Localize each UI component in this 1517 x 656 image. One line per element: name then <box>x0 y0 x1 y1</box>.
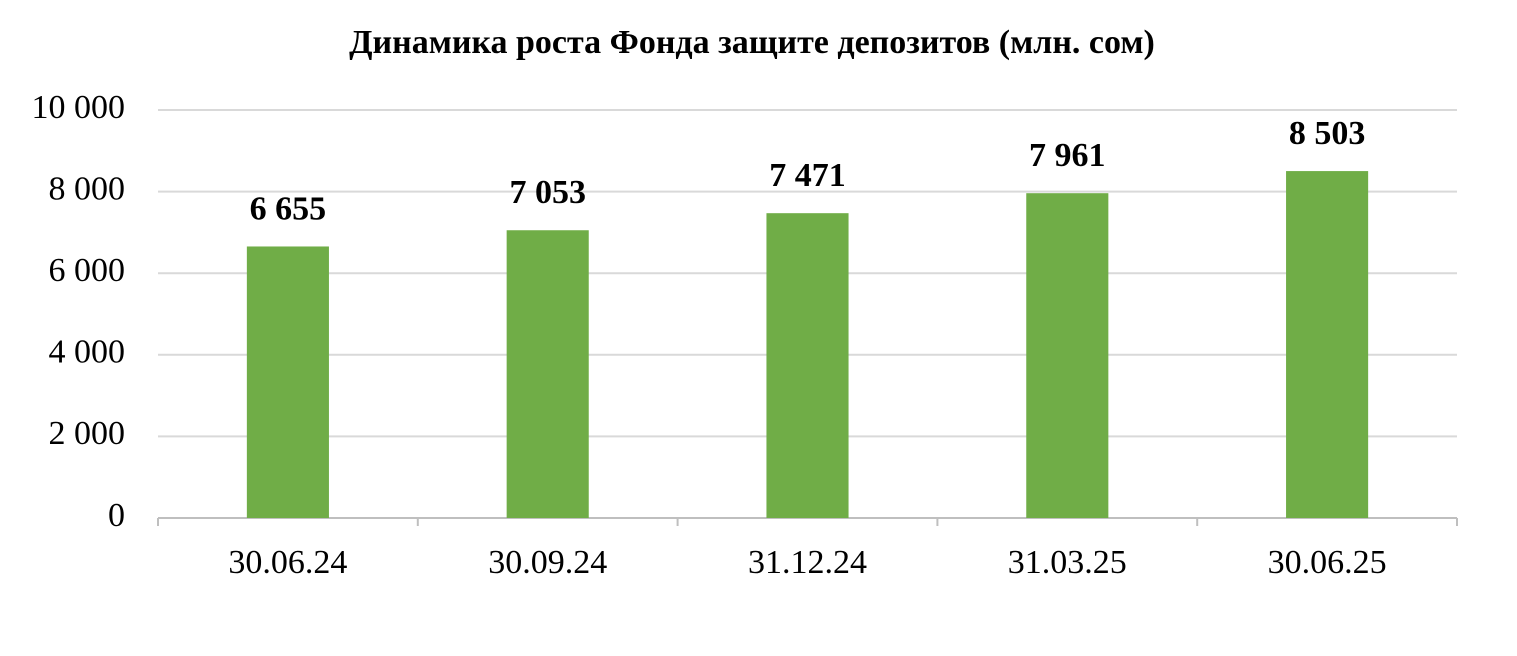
value-label: 8 503 <box>1289 115 1366 152</box>
x-tick-label: 30.06.25 <box>1268 544 1387 581</box>
y-tick-label: 4 000 <box>49 334 126 371</box>
bar <box>1286 171 1369 518</box>
y-tick-label: 8 000 <box>49 170 126 207</box>
x-tick-label: 30.09.24 <box>488 544 607 581</box>
value-label: 7 471 <box>769 157 846 194</box>
x-tick-label: 30.06.24 <box>228 544 347 581</box>
bar <box>506 230 589 518</box>
value-label: 7 961 <box>1029 137 1106 174</box>
bar <box>766 213 849 518</box>
y-tick-label: 2 000 <box>49 415 126 452</box>
bar <box>1026 193 1109 518</box>
value-label: 6 655 <box>250 190 327 227</box>
y-tick-label: 0 <box>108 497 125 534</box>
y-tick-label: 10 000 <box>32 89 126 126</box>
y-tick-label: 6 000 <box>49 252 126 289</box>
x-tick-label: 31.12.24 <box>748 544 867 581</box>
chart-title: Динамика роста Фонда защите депозитов (м… <box>349 24 1155 61</box>
value-label: 7 053 <box>509 174 586 211</box>
bar <box>246 246 329 518</box>
x-tick-label: 31.03.25 <box>1008 544 1127 581</box>
